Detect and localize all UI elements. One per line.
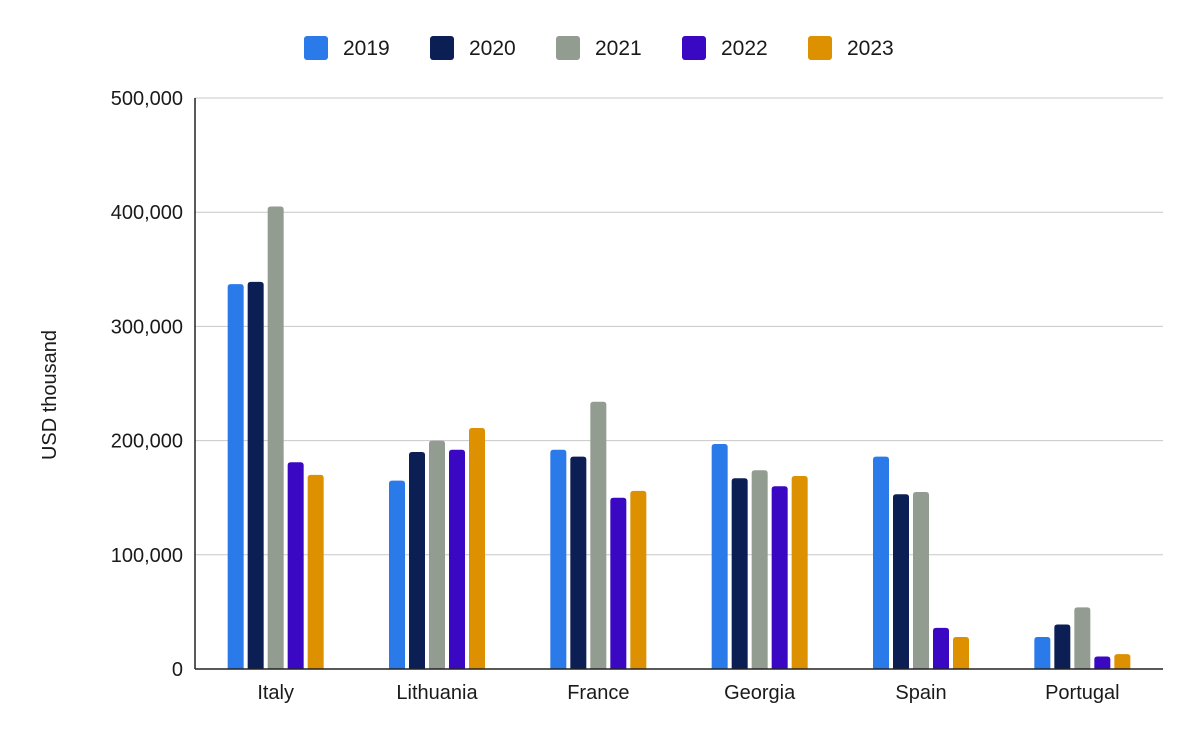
bar-georgia-2021 — [751, 470, 768, 669]
bar-georgia-2023 — [791, 476, 808, 669]
legend-item-2021: 2021 — [556, 36, 642, 60]
bar-portugal-2019 — [1034, 637, 1051, 669]
legend-item-2022: 2022 — [682, 36, 768, 60]
legend-item-2020: 2020 — [430, 36, 516, 60]
bar-georgia-2019 — [711, 444, 728, 669]
bar-portugal-2020 — [1054, 624, 1071, 669]
legend-swatch — [430, 36, 454, 60]
gridlines — [195, 97, 1163, 556]
bar-spain-2023 — [953, 637, 969, 669]
bar-lithuania-2021 — [429, 440, 445, 669]
bar-italy-2023 — [307, 474, 324, 669]
axes — [194, 98, 1163, 670]
bar-lithuania-2020 — [409, 452, 425, 669]
legend-swatch — [808, 36, 832, 60]
y-axis-ticks: 0 100,000 200,000 300,000 400,000 500,000 — [111, 88, 183, 681]
legend-item-2019: 2019 — [304, 36, 390, 60]
legend: 2019 2020 2021 2022 2023 — [304, 36, 894, 60]
y-tick-label: 200,000 — [111, 431, 183, 453]
bar-lithuania-2019 — [389, 480, 405, 669]
legend-swatch — [682, 36, 706, 60]
legend-label: 2019 — [343, 37, 390, 60]
bar-france-2020 — [570, 456, 587, 669]
legend-label: 2020 — [469, 37, 516, 60]
legend-label: 2021 — [595, 37, 642, 60]
bar-spain-2022 — [933, 627, 949, 669]
legend-label: 2022 — [721, 37, 768, 60]
bar-spain-2019 — [873, 456, 889, 669]
y-tick-label: 300,000 — [111, 316, 183, 338]
x-category-label: France — [567, 682, 629, 704]
bar-lithuania-2022 — [449, 449, 465, 669]
y-tick-label: 500,000 — [111, 88, 183, 110]
bar-france-2022 — [610, 497, 627, 669]
bar-italy-2020 — [247, 281, 264, 669]
bar-georgia-2022 — [771, 486, 788, 669]
bar-italy-2019 — [227, 284, 244, 669]
bar-italy-2022 — [287, 462, 304, 669]
x-category-label: Lithuania — [396, 682, 478, 704]
bar-france-2023 — [630, 490, 647, 669]
bar-georgia-2020 — [731, 478, 748, 669]
x-axis-categories: Italy Lithuania France Georgia Spain Portugal — [257, 682, 1119, 704]
bars — [227, 206, 1131, 670]
y-axis-title: USD thousand — [39, 330, 61, 460]
x-category-label: Italy — [257, 682, 294, 704]
bar-lithuania-2023 — [469, 428, 485, 669]
legend-swatch — [556, 36, 580, 60]
y-tick-label: 0 — [172, 659, 183, 681]
bar-spain-2020 — [893, 494, 909, 669]
x-category-label: Spain — [895, 682, 946, 704]
bar-portugal-2023 — [1114, 654, 1131, 669]
legend-swatch — [304, 36, 328, 60]
y-tick-label: 400,000 — [111, 202, 183, 224]
legend-item-2023: 2023 — [808, 36, 894, 60]
bar-italy-2021 — [267, 206, 284, 670]
bar-portugal-2021 — [1074, 607, 1091, 669]
bar-france-2019 — [550, 449, 567, 669]
x-category-label: Portugal — [1045, 682, 1120, 704]
legend-label: 2023 — [847, 37, 894, 60]
bar-portugal-2022 — [1094, 656, 1111, 669]
x-category-label: Georgia — [724, 682, 796, 704]
bar-spain-2021 — [913, 491, 929, 669]
y-tick-label: 100,000 — [111, 545, 183, 567]
bar-france-2021 — [590, 401, 607, 669]
